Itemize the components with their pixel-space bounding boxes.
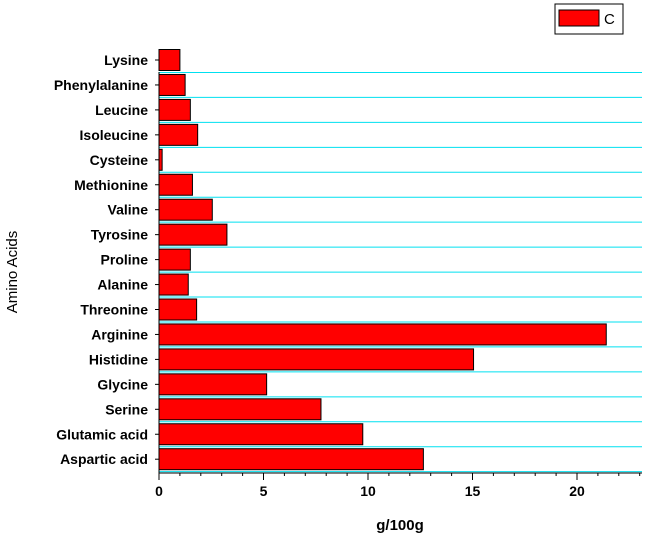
x-tick-label: 10 xyxy=(360,483,376,499)
bar-phenylalanine xyxy=(158,73,186,96)
category-label: Lysine xyxy=(104,52,148,68)
category-label: Arginine xyxy=(91,326,148,342)
category-label: Leucine xyxy=(95,102,148,118)
bar-isoleucine xyxy=(158,123,199,146)
category-label: Serine xyxy=(105,401,148,417)
category-label: Histidine xyxy=(89,351,148,367)
bar-aspartic-acid xyxy=(158,448,424,471)
axes xyxy=(158,72,642,474)
x-axis-title: g/100g xyxy=(376,517,424,534)
bar-glutamic-acid xyxy=(158,423,364,446)
legend-swatch xyxy=(558,9,600,27)
category-label: Glutamic acid xyxy=(56,426,148,442)
bars xyxy=(158,49,607,471)
x-ticks: 0 5 10 15 20 xyxy=(155,59,641,499)
category-label: Proline xyxy=(101,252,149,268)
category-label: Phenylalanine xyxy=(54,77,148,93)
x-tick-label: 20 xyxy=(569,483,585,499)
category-label: Threonine xyxy=(80,302,148,318)
x-tick-label: 0 xyxy=(155,483,163,499)
x-tick-label: 5 xyxy=(260,483,268,499)
category-label: Glycine xyxy=(97,376,148,392)
bar-threonine xyxy=(158,298,198,321)
legend: C xyxy=(554,3,624,35)
category-label: Valine xyxy=(108,202,149,218)
bar-histidine xyxy=(158,348,475,371)
bar-valine xyxy=(158,198,213,221)
x-tick-label: 15 xyxy=(465,483,481,499)
bar-alanine xyxy=(158,273,189,296)
y-axis-title: Amino Acids xyxy=(4,231,21,314)
category-label: Cysteine xyxy=(90,152,149,168)
category-label: Tyrosine xyxy=(91,227,149,243)
bar-leucine xyxy=(158,98,191,121)
legend-label: C xyxy=(604,11,615,28)
bar-tyrosine xyxy=(158,223,228,246)
category-label: Aspartic acid xyxy=(60,451,148,467)
bar-arginine xyxy=(158,323,607,346)
grid-lines xyxy=(159,71,642,473)
bar-proline xyxy=(158,248,191,271)
category-label: Alanine xyxy=(97,277,148,293)
bar-lysine xyxy=(158,49,181,71)
bar-methionine xyxy=(158,173,193,196)
category-labels: Lysine Phenylalanine Leucine Isoleucine Cyst… xyxy=(54,52,148,467)
bar-serine xyxy=(158,398,322,421)
bar-glycine xyxy=(158,373,268,396)
category-label: Methionine xyxy=(74,177,148,193)
category-label: Isoleucine xyxy=(80,127,149,143)
